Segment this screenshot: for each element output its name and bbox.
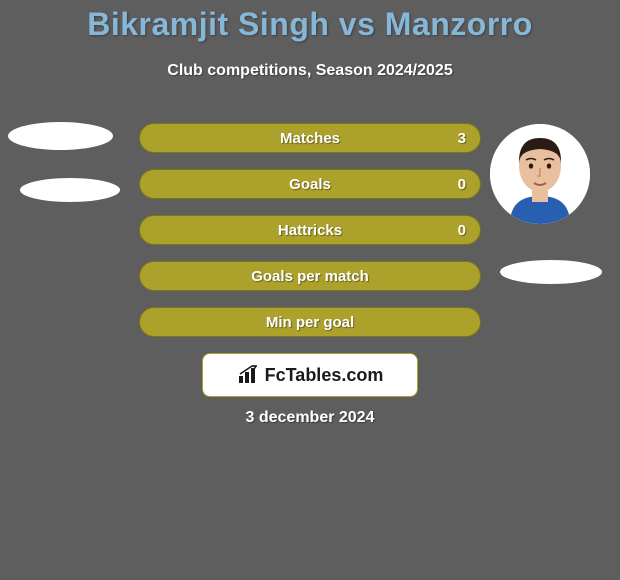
right-player-ellipse: [500, 260, 602, 284]
stat-label: Hattricks: [278, 222, 342, 239]
logo-box: FcTables.com: [202, 353, 418, 397]
stat-row: Min per goal: [139, 307, 481, 337]
page-title: Bikramjit Singh vs Manzorro: [0, 6, 620, 43]
stat-label: Matches: [280, 130, 340, 147]
stat-label: Goals: [289, 176, 331, 193]
stat-row: Hattricks 0: [139, 215, 481, 245]
stat-row: Goals per match: [139, 261, 481, 291]
stat-value: 0: [458, 222, 466, 239]
date-label: 3 december 2024: [0, 409, 620, 427]
stat-row: Matches 3: [139, 123, 481, 153]
stat-label: Min per goal: [266, 314, 354, 331]
stat-value: 3: [458, 130, 466, 147]
placeholder-ellipse: [8, 122, 113, 150]
subtitle: Club competitions, Season 2024/2025: [0, 62, 620, 80]
right-player-avatar: [490, 124, 590, 224]
stat-label: Goals per match: [251, 268, 369, 285]
logo-text: FcTables.com: [265, 365, 384, 386]
placeholder-ellipse: [20, 178, 120, 202]
chart-icon: [237, 365, 259, 385]
comparison-canvas: Bikramjit Singh vs Manzorro Club competi…: [0, 0, 620, 580]
stat-row: Goals 0: [139, 169, 481, 199]
stat-value: 0: [458, 176, 466, 193]
